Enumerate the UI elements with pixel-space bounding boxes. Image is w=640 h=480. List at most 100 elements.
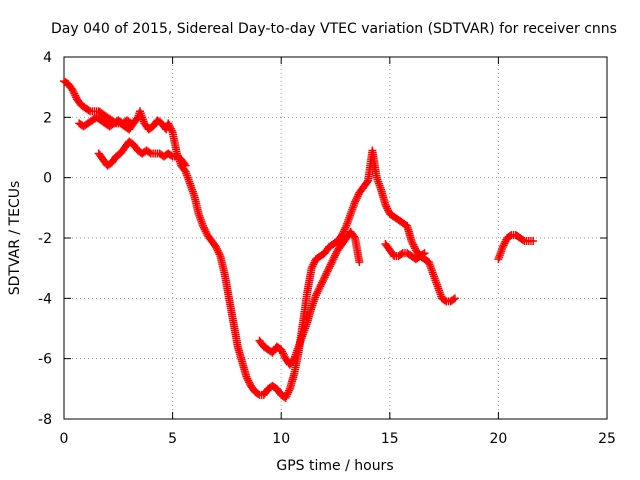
data-point-interp [167, 126, 176, 135]
data-point-interp [243, 374, 252, 383]
data-point-interp [165, 121, 174, 130]
data-point-interp [313, 287, 322, 296]
data-point-interp [409, 240, 418, 249]
data-point-interp [318, 278, 327, 287]
data-point-interp [384, 206, 393, 215]
data-point [199, 221, 208, 230]
data-point [277, 345, 286, 354]
x-tick-label: 15 [381, 431, 399, 447]
data-point-interp [321, 271, 330, 280]
data-point-interp [201, 227, 210, 236]
data-point-interp [312, 289, 321, 298]
data-point-interp [341, 223, 350, 232]
data-point-interp [180, 160, 189, 169]
data-point-interp [308, 262, 317, 271]
data-point-interp [449, 295, 458, 304]
data-point-interp [200, 225, 209, 234]
data-point-interp [397, 250, 406, 259]
data-point-interp [331, 251, 340, 260]
y-axis-label: SDTVAR / TECUs [7, 181, 23, 296]
data-point [281, 393, 290, 402]
data-point-interp [339, 227, 348, 236]
x-tick-label: 5 [168, 431, 177, 447]
data-point-interp [322, 269, 331, 278]
data-point-interp [519, 236, 528, 245]
data-point-interp [244, 376, 253, 385]
data-point-interp [284, 388, 293, 397]
data-point-interp [145, 148, 154, 157]
data-point-interp [278, 349, 287, 358]
data-point-interp [331, 249, 340, 258]
data-point [320, 273, 329, 282]
data-point-interp [309, 260, 318, 269]
data-point [450, 294, 459, 303]
data-point-interp [279, 351, 288, 360]
data-point-interp [71, 91, 80, 100]
data-point-interp [326, 260, 335, 269]
y-tick-label: -8 [38, 412, 52, 428]
series-2 [75, 113, 136, 131]
tick-layer: 0 5 10 15 20 25 -8 -6 -4 -2 0 2 4 [38, 50, 616, 447]
data-point-interp [353, 192, 362, 201]
data-point-interp [351, 195, 360, 204]
data-point-interp [214, 248, 223, 257]
data-point-interp [314, 285, 323, 294]
x-tick-label: 20 [489, 431, 507, 447]
data-point [420, 249, 429, 258]
data-point-interp [327, 258, 336, 267]
data-point [311, 291, 320, 300]
y-tick-label: -2 [38, 231, 52, 247]
data-point [329, 255, 338, 264]
data-point-interp [199, 223, 208, 232]
data-point-interp [213, 246, 222, 255]
data-point-interp [328, 256, 337, 265]
data-point-interp [165, 122, 174, 131]
plot-frame [63, 56, 608, 420]
data-point-interp [317, 280, 326, 289]
x-tick-label: 25 [598, 431, 616, 447]
data-point [351, 197, 360, 206]
data-point-interp [325, 262, 334, 271]
data-point-interp [499, 241, 508, 250]
data-point [316, 282, 325, 291]
data-point-interp [254, 389, 263, 398]
data-point-interp [505, 231, 514, 240]
data-point [307, 264, 316, 273]
data-point-interp [285, 386, 294, 395]
data-point-interp [289, 356, 298, 365]
data-point-interp [310, 258, 319, 267]
x-axis-label: GPS time / hours [276, 458, 393, 474]
series-3 [255, 227, 364, 369]
data-point-interp [323, 267, 332, 276]
data-point-interp [382, 202, 391, 211]
data-point-interp [278, 347, 287, 356]
data-point-interp [330, 253, 339, 262]
series-0 [60, 77, 459, 402]
data-point-interp [69, 87, 78, 96]
data-point [407, 237, 416, 246]
y-tick-label: 0 [43, 171, 52, 187]
chart-title: Day 040 of 2015, Sidereal Day-to-day VTE… [51, 21, 617, 37]
data-point-interp [362, 178, 371, 187]
series-5 [494, 230, 538, 264]
data-point [212, 243, 221, 252]
data-point-interp [167, 151, 176, 160]
data-point-interp [410, 242, 419, 251]
series-4 [381, 240, 429, 264]
y-tick-label: -4 [38, 291, 52, 307]
data-point [242, 372, 251, 381]
data-point [355, 258, 364, 267]
data-point-interp [84, 106, 93, 115]
data-point-interp [125, 118, 134, 127]
data-point-interp [324, 265, 333, 274]
data-point-interp [215, 250, 224, 259]
data-point [498, 243, 507, 252]
data-point [529, 237, 538, 246]
data-point-interp [501, 237, 510, 246]
data-point [181, 161, 190, 170]
data-point-interp [419, 250, 428, 259]
data-point-interp [338, 229, 347, 238]
data-point-interp [319, 275, 328, 284]
x-tick-label: 10 [272, 431, 290, 447]
